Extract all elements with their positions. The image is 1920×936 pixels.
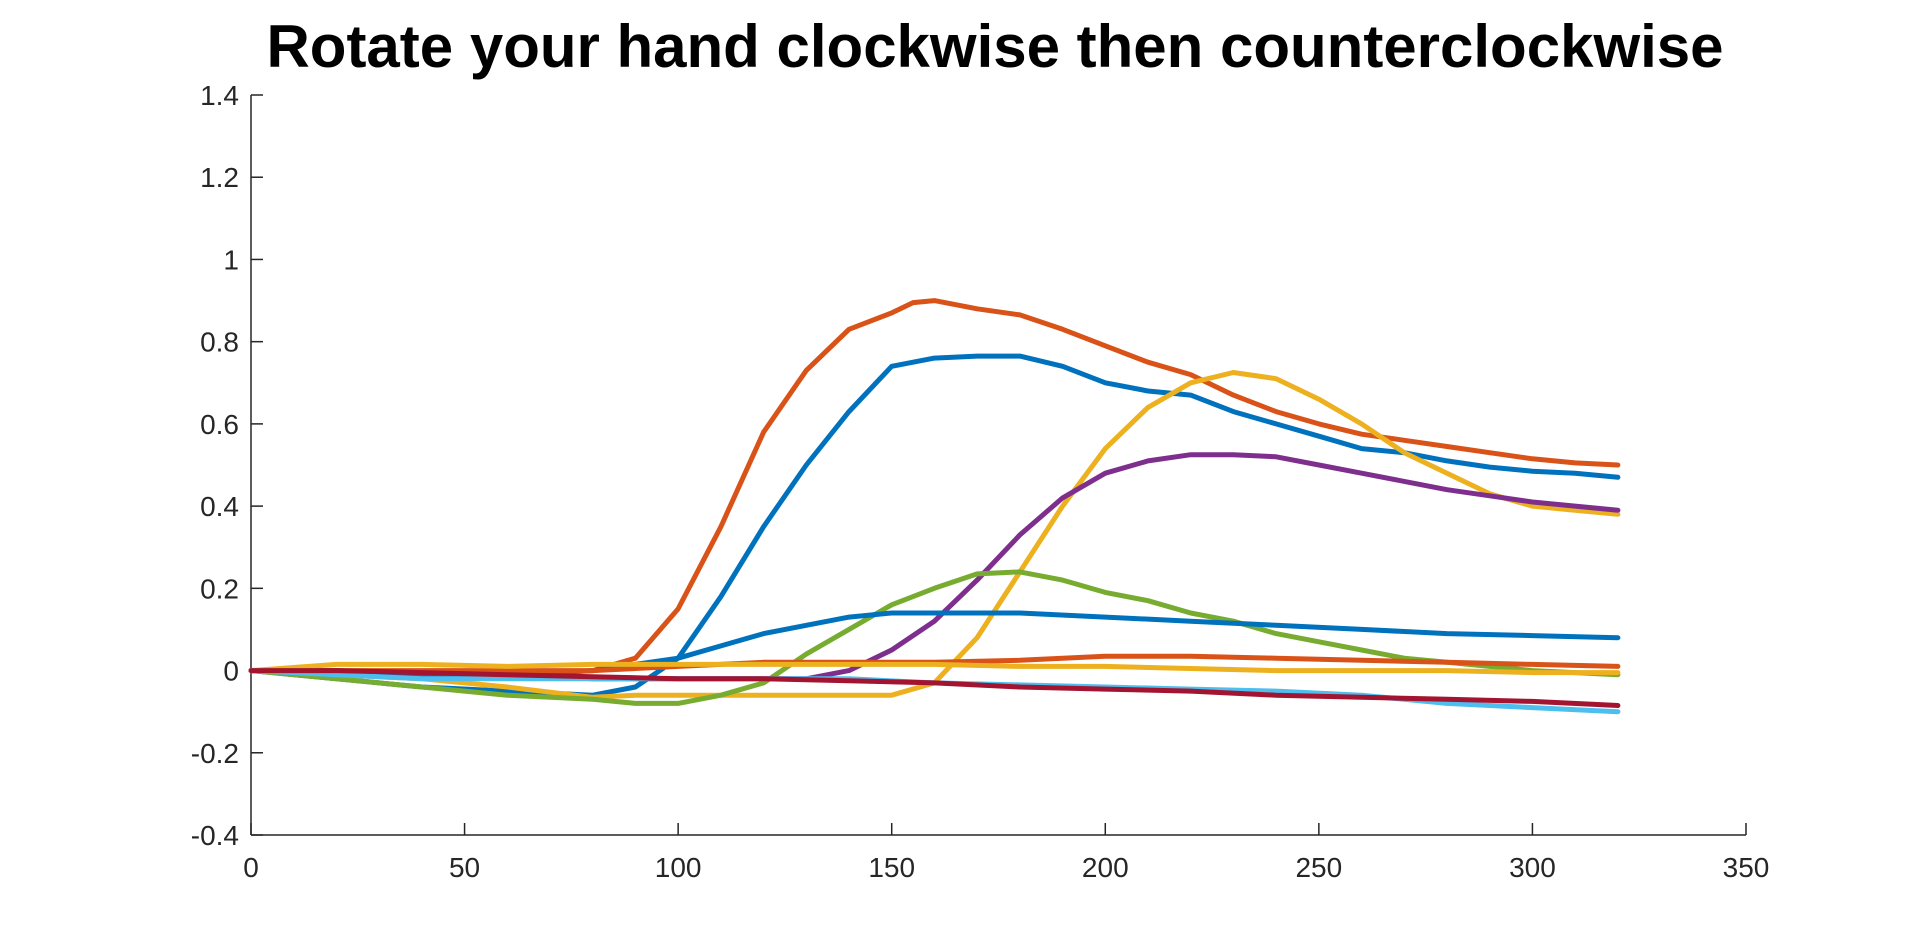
y-tick-label: 0.2 [200,573,239,604]
x-tick-label: 100 [655,852,702,883]
x-tick-label: 350 [1723,852,1770,883]
x-tick-label: 200 [1082,852,1129,883]
y-tick-label: 1.2 [200,162,239,193]
x-tick-label: 0 [243,852,259,883]
axes: 0 50 100 150 200 250 300 350 -0.4 -0.2 0 0.2 0.4 0.6 0… [191,80,1770,883]
x-tick-label: 50 [449,852,480,883]
series-line-8 [248,661,1621,676]
x-tick-label: 150 [868,852,915,883]
y-tick-label: 0.8 [200,327,239,358]
series-line-4 [248,452,1621,682]
plot-lines [248,298,1621,715]
y-tick-label: 0.6 [200,409,239,440]
series-line-3 [248,370,1621,700]
y-tick-label: 1 [223,244,239,275]
x-tick-label: 300 [1509,852,1556,883]
y-tick-label: 0.4 [200,491,239,522]
series-line-2 [248,353,1621,698]
x-tick-label: 250 [1295,852,1342,883]
series-line-10 [248,668,1621,708]
series-line-1 [248,298,1621,680]
y-tick-label: -0.4 [191,820,239,851]
y-tick-label: -0.2 [191,738,239,769]
chart-title: Rotate your hand clockwise then counterc… [266,13,1724,80]
y-tick-label: 0 [223,656,239,687]
y-tick-label: 1.4 [200,80,239,111]
